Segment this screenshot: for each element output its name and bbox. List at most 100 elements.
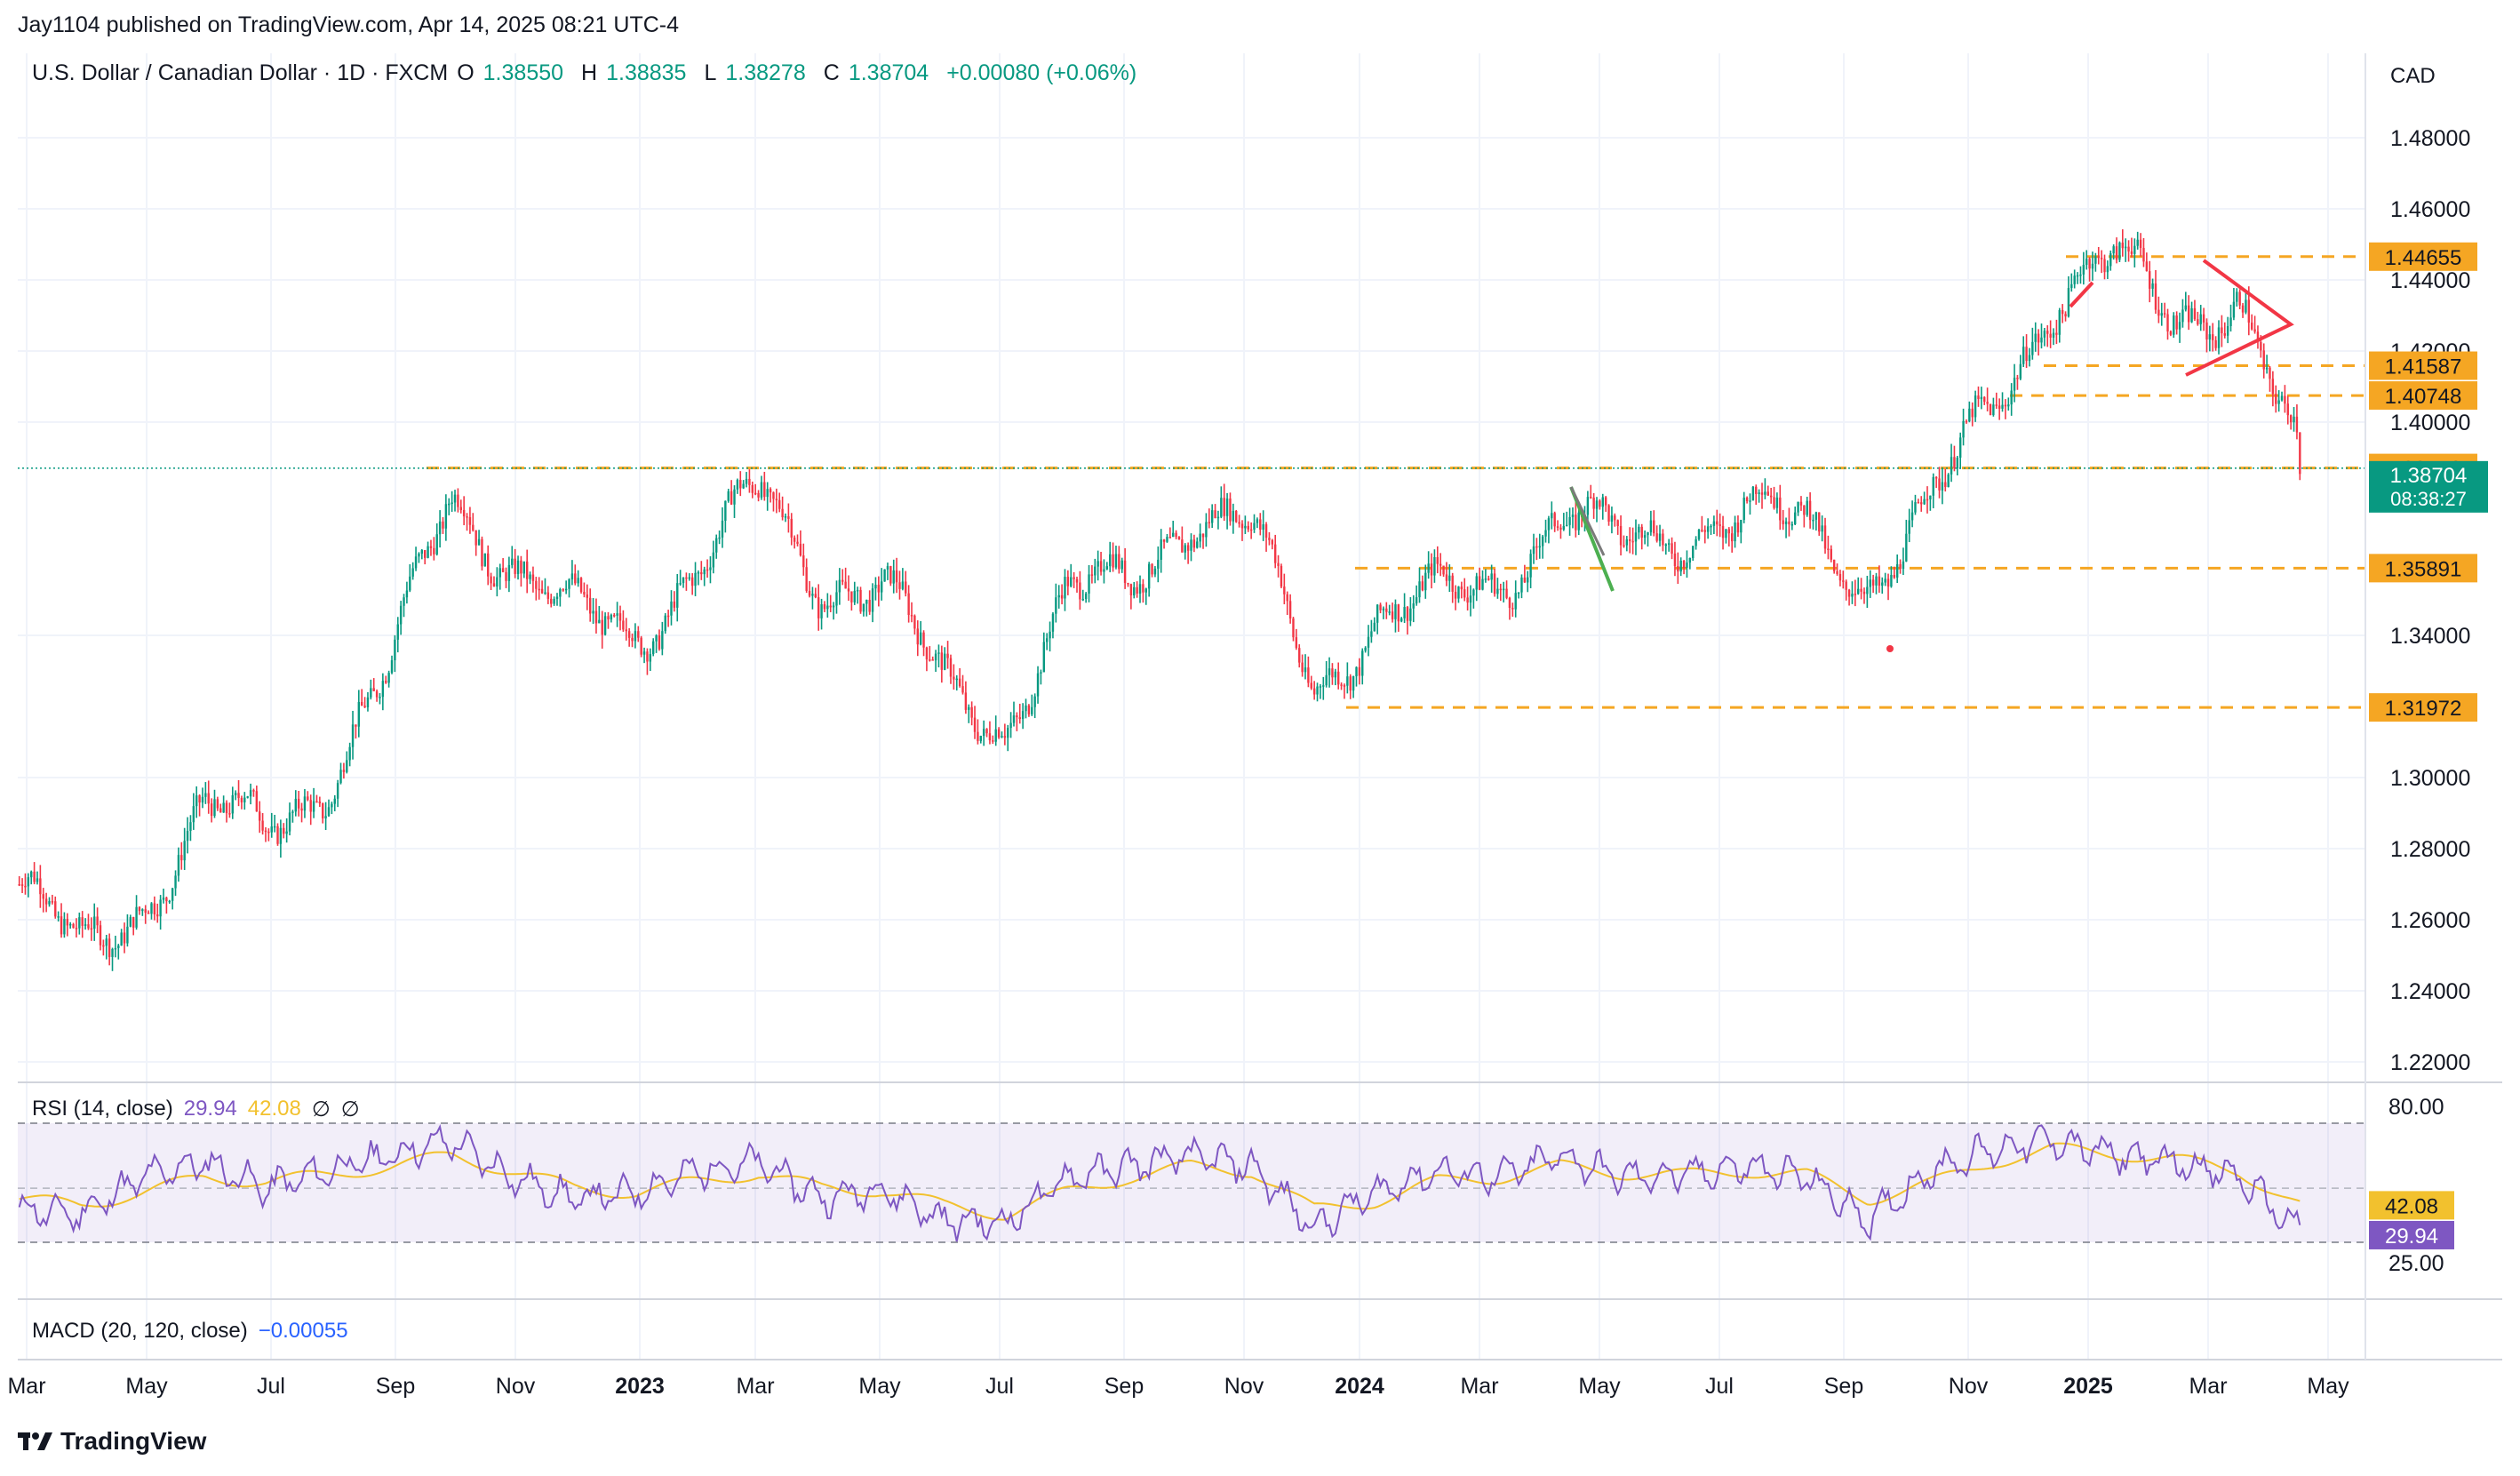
- candle-body: [177, 855, 180, 876]
- candle-body: [1070, 577, 1073, 586]
- candle-body: [715, 538, 718, 553]
- candle-body: [1256, 519, 1259, 523]
- candle-body: [474, 530, 477, 546]
- candle-body: [1400, 618, 1403, 622]
- candle-body: [1064, 577, 1066, 599]
- candle-body: [1734, 523, 1736, 542]
- candle-body: [1097, 561, 1099, 567]
- candle-body: [1638, 526, 1640, 533]
- close-label: C: [823, 60, 840, 85]
- candle-body: [75, 928, 78, 929]
- candle-body: [1821, 525, 1823, 532]
- candle-body: [372, 688, 375, 691]
- candle-body: [1280, 565, 1283, 587]
- level-badge-label: 1.44655: [2385, 246, 2462, 270]
- tradingview-logo-icon: [18, 1432, 52, 1450]
- candle-body: [273, 826, 276, 828]
- candle-body: [1866, 586, 1869, 594]
- candle-body: [1325, 674, 1328, 686]
- candle-body: [1764, 491, 1766, 495]
- candle-body: [1160, 539, 1162, 560]
- candle-body: [1532, 546, 1535, 554]
- candle-body: [1201, 533, 1205, 538]
- candle-body: [988, 733, 992, 741]
- candle-body: [2118, 243, 2121, 260]
- candle-body: [1823, 525, 1827, 549]
- wedge-line[interactable]: [1569, 486, 1606, 556]
- candle-body: [546, 592, 550, 599]
- triangle-pattern[interactable]: [2185, 259, 2294, 377]
- candle-body: [2232, 301, 2236, 318]
- triangle-segment[interactable]: [2069, 281, 2094, 308]
- candle-body: [409, 576, 411, 591]
- candle-body: [1929, 495, 1932, 499]
- candle-body: [1886, 578, 1890, 587]
- candle-body: [2028, 355, 2031, 362]
- currency-label[interactable]: CAD: [2390, 64, 2436, 88]
- symbol-title[interactable]: U.S. Dollar / Canadian Dollar · 1D · FXC…: [32, 60, 449, 85]
- candle-body: [156, 914, 159, 917]
- price-tick-label: 1.24000: [2390, 979, 2470, 1004]
- candle-body: [1779, 497, 1782, 521]
- candle-body: [1442, 565, 1445, 575]
- candle-body: [2070, 283, 2073, 289]
- rsi-title[interactable]: RSI (14, close): [32, 1097, 173, 1121]
- candle-body: [613, 615, 616, 617]
- candle-body: [2190, 307, 2193, 323]
- candle-body: [366, 697, 370, 707]
- candle-body: [1599, 500, 1601, 507]
- candle-body: [2178, 322, 2181, 330]
- candle-body: [18, 884, 20, 886]
- candle-body: [1109, 554, 1112, 567]
- candle-body: [1264, 524, 1268, 539]
- low-value: 1.38278: [725, 60, 806, 85]
- candle-body: [1944, 482, 1947, 488]
- candle-body: [1782, 520, 1784, 524]
- candle-body: [1460, 586, 1463, 590]
- candle-body: [2013, 378, 2016, 391]
- candle-body: [2112, 246, 2115, 254]
- candle-body: [490, 576, 492, 584]
- candle-body: [1760, 492, 1764, 495]
- candle-body: [2049, 333, 2052, 338]
- candle-body: [1766, 491, 1769, 496]
- tradingview-logo-text: TradingView: [60, 1427, 207, 1455]
- candle-body: [2115, 246, 2118, 260]
- candle-body: [1181, 539, 1184, 553]
- candle-body: [2295, 416, 2299, 433]
- candle-body: [468, 517, 472, 525]
- candle-body: [1551, 513, 1553, 519]
- candle-body: [1481, 578, 1484, 590]
- candle-body: [1784, 521, 1788, 524]
- candle-body: [1499, 588, 1503, 591]
- time-axis[interactable]: Mar May Jul Sep Nov 2023 Mar May Jul Sep Nov 2024 Ma…: [7, 1374, 2349, 1399]
- candle-body: [1412, 603, 1415, 609]
- candle-body: [219, 808, 222, 813]
- candle-body: [847, 588, 850, 592]
- candle-body: [171, 888, 174, 901]
- tradingview-logo[interactable]: TradingView: [18, 1427, 206, 1456]
- candle-body: [1478, 576, 1481, 590]
- candle-body: [1745, 497, 1749, 501]
- candle-body: [1451, 575, 1454, 592]
- macd-title[interactable]: MACD (20, 120, close): [32, 1319, 248, 1343]
- candle-body: [1099, 561, 1103, 572]
- candle-body: [1247, 525, 1249, 530]
- candle-body: [2275, 394, 2277, 404]
- price-axis[interactable]: 1.480001.460001.440001.420001.400001.340…: [2369, 126, 2488, 1276]
- candle-body: [1331, 668, 1334, 678]
- candle-body: [811, 594, 814, 596]
- candle-body: [1463, 589, 1466, 598]
- candle-body: [1568, 516, 1571, 525]
- candle-body: [442, 521, 444, 529]
- candle-body: [1616, 520, 1619, 526]
- candle-body: [1871, 579, 1875, 586]
- candle-body: [1926, 499, 1929, 501]
- candle-body: [2145, 261, 2149, 272]
- candle-body: [1172, 532, 1175, 538]
- candle-body: [1288, 601, 1292, 618]
- candle-body: [1049, 631, 1051, 639]
- candle-body: [1875, 576, 1878, 586]
